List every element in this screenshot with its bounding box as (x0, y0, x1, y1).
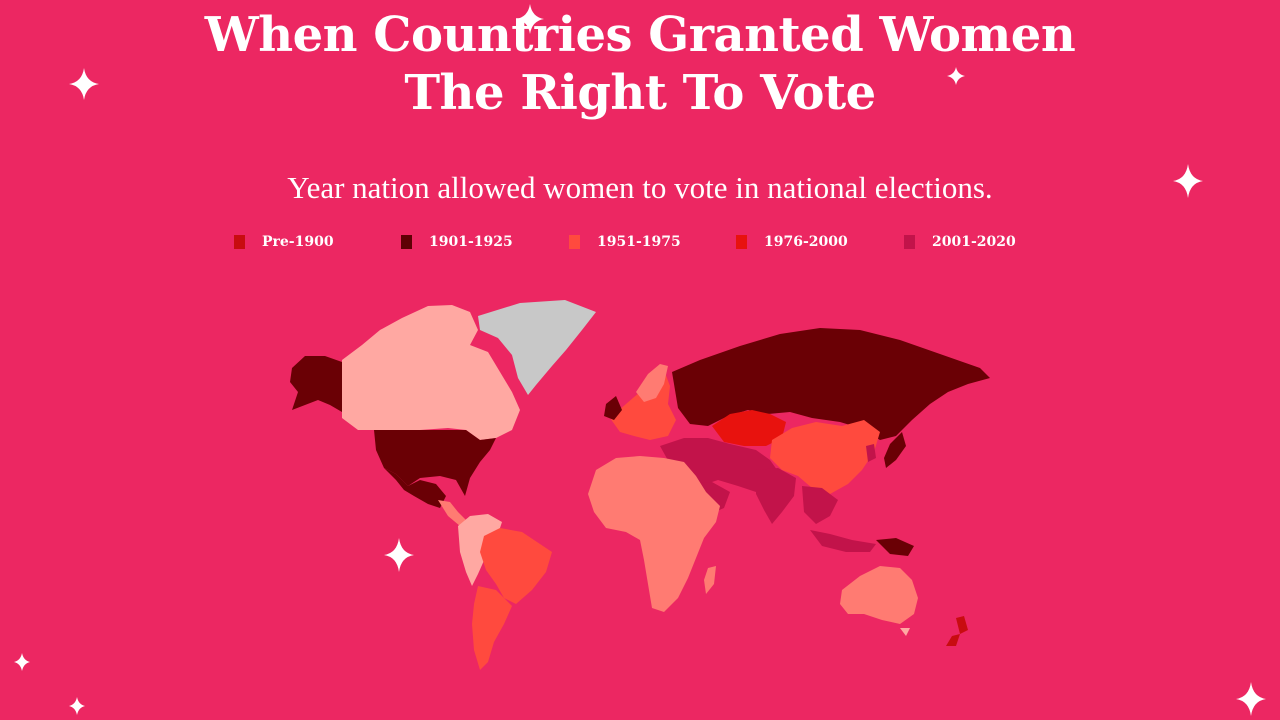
legend-swatch (569, 235, 580, 249)
usa (374, 430, 496, 496)
title-line-1: When Countries Granted Women (204, 7, 1076, 63)
sparkle-icon (69, 697, 85, 715)
sparkle-icon (1236, 682, 1266, 716)
greenland (478, 300, 596, 395)
legend-label: 2001-2020 (932, 234, 1016, 250)
scandinavia (636, 364, 668, 402)
sparkle-icon (384, 538, 414, 572)
slide-title: When Countries Granted Women The Right T… (0, 6, 1280, 122)
title-line-2: The Right To Vote (404, 65, 876, 121)
legend-swatch (904, 235, 915, 249)
mexico (384, 468, 446, 508)
russia (672, 328, 990, 440)
legend-swatch (234, 235, 245, 249)
tasmania (900, 628, 910, 636)
new-zealand (946, 616, 968, 646)
sparkle-icon (69, 68, 99, 100)
legend-swatch (736, 235, 747, 249)
indonesia (810, 530, 876, 552)
alaska (290, 356, 342, 412)
sparkle-icon (947, 67, 965, 85)
legend-label: Pre-1900 (262, 234, 334, 250)
legend: Pre-1900 1901-1925 1951-1975 1976-2000 2… (0, 233, 1280, 253)
subtitle: Year nation allowed women to vote in nat… (287, 170, 993, 205)
legend-label: 1951-1975 (597, 234, 681, 250)
canada (342, 305, 520, 440)
papua (876, 538, 914, 556)
world-map (290, 300, 990, 670)
africa (588, 456, 720, 612)
south-america-north (458, 514, 502, 586)
kazakhstan (712, 410, 786, 446)
china (770, 420, 880, 494)
india (756, 468, 796, 524)
australia (840, 566, 918, 624)
legend-swatch (401, 235, 412, 249)
southern-cone (472, 586, 512, 670)
sparkle-icon (1173, 164, 1203, 198)
sparkle-icon (516, 4, 544, 34)
brazil (480, 528, 552, 604)
legend-label: 1976-2000 (764, 234, 848, 250)
korea (866, 444, 876, 462)
uk (604, 396, 622, 420)
japan (884, 432, 906, 468)
sparkle-icon (14, 653, 30, 671)
madagascar (704, 566, 716, 594)
southeast-asia (802, 486, 838, 524)
europe (610, 370, 676, 440)
central-america (438, 500, 466, 526)
legend-label: 1901-1925 (429, 234, 513, 250)
